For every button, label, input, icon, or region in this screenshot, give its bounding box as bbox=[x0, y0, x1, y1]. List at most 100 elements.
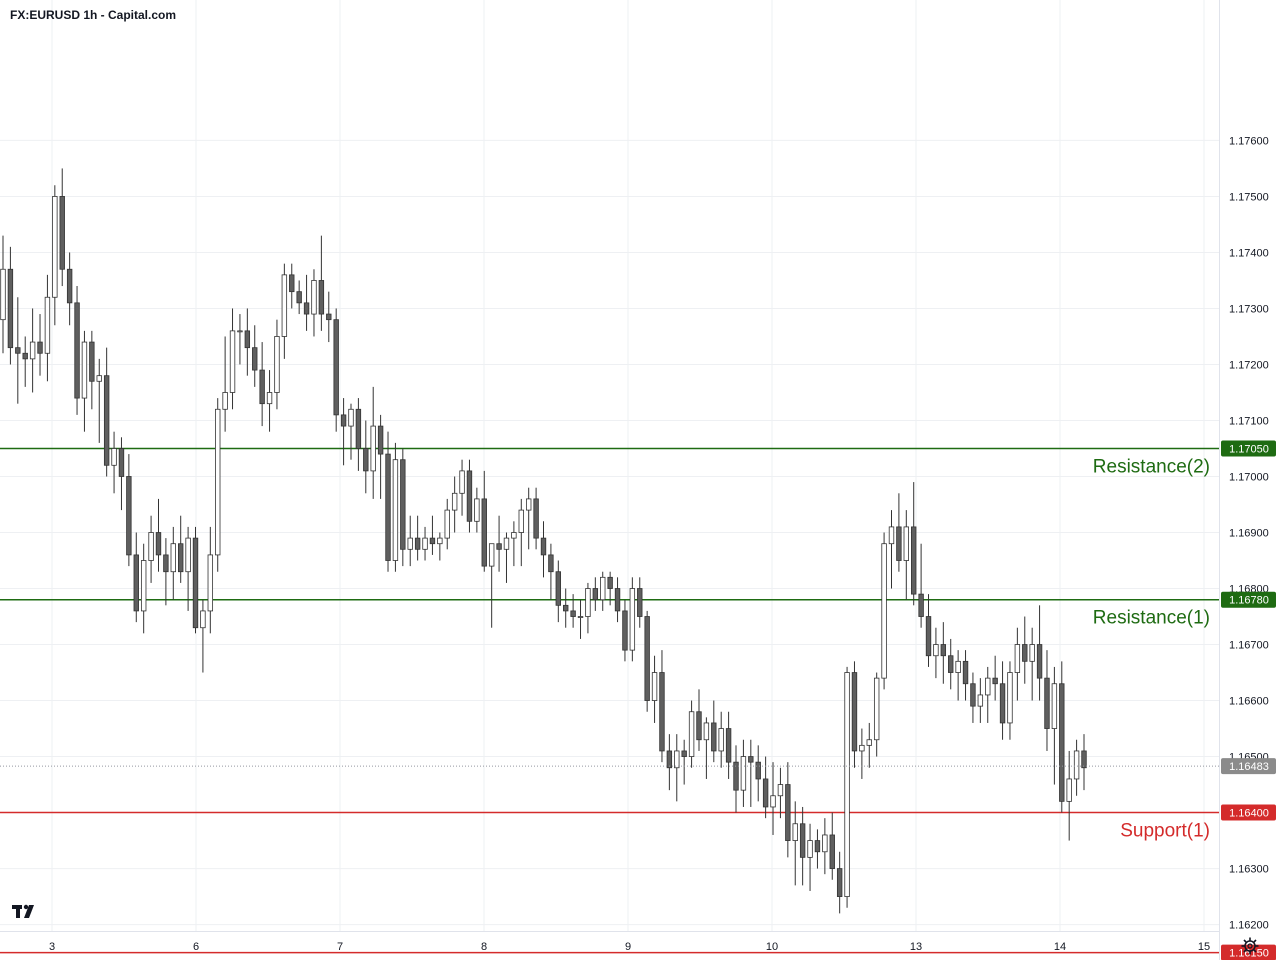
candle[interactable] bbox=[666, 734, 673, 791]
candle[interactable] bbox=[555, 560, 562, 623]
candle[interactable] bbox=[222, 336, 228, 432]
candle[interactable] bbox=[888, 510, 895, 589]
candle[interactable] bbox=[992, 655, 998, 701]
candle[interactable] bbox=[600, 571, 606, 611]
candle[interactable] bbox=[1022, 616, 1028, 684]
candle[interactable] bbox=[948, 638, 954, 690]
candle[interactable] bbox=[844, 666, 850, 908]
candle[interactable] bbox=[22, 336, 28, 387]
candle[interactable] bbox=[451, 476, 458, 533]
candle[interactable] bbox=[807, 823, 813, 891]
candle[interactable] bbox=[140, 543, 147, 634]
candle[interactable] bbox=[866, 722, 872, 768]
candle[interactable] bbox=[15, 297, 21, 404]
candle[interactable] bbox=[762, 756, 769, 819]
candle[interactable] bbox=[126, 454, 132, 567]
candle[interactable] bbox=[400, 448, 406, 567]
candle[interactable] bbox=[89, 330, 95, 410]
candle[interactable] bbox=[363, 420, 369, 494]
candle[interactable] bbox=[200, 599, 206, 673]
candle[interactable] bbox=[474, 487, 480, 533]
candle[interactable] bbox=[822, 818, 828, 875]
candle[interactable] bbox=[711, 700, 717, 763]
candle[interactable] bbox=[1051, 666, 1058, 785]
candle[interactable] bbox=[1036, 605, 1043, 701]
tradingview-logo-icon[interactable] bbox=[10, 900, 40, 922]
candle[interactable] bbox=[311, 269, 317, 337]
candle[interactable] bbox=[192, 526, 199, 634]
candle[interactable] bbox=[585, 582, 591, 634]
candle[interactable] bbox=[814, 829, 821, 869]
candle[interactable] bbox=[881, 532, 887, 690]
candle[interactable] bbox=[392, 442, 399, 572]
candle[interactable] bbox=[229, 308, 236, 410]
candle[interactable] bbox=[977, 678, 984, 723]
candle[interactable] bbox=[459, 459, 465, 516]
candle[interactable] bbox=[481, 470, 487, 572]
candle[interactable] bbox=[829, 812, 835, 880]
candle[interactable] bbox=[1073, 739, 1080, 796]
candle[interactable] bbox=[851, 661, 858, 768]
candle[interactable] bbox=[318, 235, 325, 331]
candle[interactable] bbox=[29, 308, 36, 393]
candle[interactable] bbox=[681, 739, 687, 785]
candle[interactable] bbox=[7, 246, 14, 365]
candle[interactable] bbox=[859, 728, 865, 779]
candle[interactable] bbox=[703, 717, 710, 779]
candle[interactable] bbox=[1059, 661, 1065, 813]
settings-gear-icon[interactable] bbox=[1240, 936, 1260, 956]
candle[interactable] bbox=[940, 622, 947, 684]
candle[interactable] bbox=[903, 510, 909, 600]
candle[interactable] bbox=[303, 274, 310, 331]
candle[interactable] bbox=[81, 330, 88, 432]
candle[interactable] bbox=[118, 437, 125, 511]
candle[interactable] bbox=[896, 493, 902, 572]
candle[interactable] bbox=[44, 274, 51, 382]
candle[interactable] bbox=[785, 762, 791, 858]
candle[interactable] bbox=[348, 403, 354, 460]
candle[interactable] bbox=[518, 498, 524, 567]
candle[interactable] bbox=[1044, 650, 1050, 751]
candle[interactable] bbox=[918, 543, 924, 628]
candle[interactable] bbox=[533, 487, 539, 550]
candle[interactable] bbox=[925, 594, 932, 667]
candle[interactable] bbox=[740, 739, 747, 807]
candle[interactable] bbox=[607, 571, 613, 606]
candle[interactable] bbox=[414, 515, 421, 561]
candle[interactable] bbox=[37, 314, 43, 376]
candle[interactable] bbox=[488, 543, 495, 628]
candle[interactable] bbox=[659, 650, 665, 763]
candle[interactable] bbox=[985, 666, 991, 723]
candle[interactable] bbox=[370, 386, 376, 499]
candle[interactable] bbox=[377, 414, 384, 499]
candle[interactable] bbox=[0, 235, 6, 354]
candle[interactable] bbox=[444, 498, 450, 550]
candle[interactable] bbox=[340, 398, 347, 466]
candle[interactable] bbox=[873, 672, 880, 757]
candle[interactable] bbox=[1029, 627, 1035, 701]
candle[interactable] bbox=[163, 538, 169, 606]
candle[interactable] bbox=[244, 308, 251, 376]
candle[interactable] bbox=[496, 515, 502, 572]
candle[interactable] bbox=[1066, 750, 1072, 841]
candle[interactable] bbox=[274, 319, 280, 410]
candle[interactable] bbox=[215, 398, 221, 572]
candle[interactable] bbox=[170, 526, 176, 600]
candle[interactable] bbox=[1007, 661, 1013, 740]
candle[interactable] bbox=[836, 851, 843, 914]
candle[interactable] bbox=[333, 308, 339, 432]
candle[interactable] bbox=[437, 532, 443, 561]
candle[interactable] bbox=[133, 532, 139, 623]
candle[interactable] bbox=[955, 650, 961, 701]
candle[interactable] bbox=[207, 526, 214, 634]
candle[interactable] bbox=[237, 314, 243, 365]
candlestick-series[interactable] bbox=[0, 168, 1087, 914]
candle[interactable] bbox=[252, 325, 258, 387]
candle[interactable] bbox=[540, 521, 547, 578]
candle[interactable] bbox=[155, 498, 162, 572]
candle[interactable] bbox=[733, 745, 739, 813]
candle[interactable] bbox=[385, 431, 391, 572]
candle[interactable] bbox=[792, 801, 798, 886]
candle[interactable] bbox=[637, 577, 643, 628]
candle[interactable] bbox=[933, 627, 939, 679]
